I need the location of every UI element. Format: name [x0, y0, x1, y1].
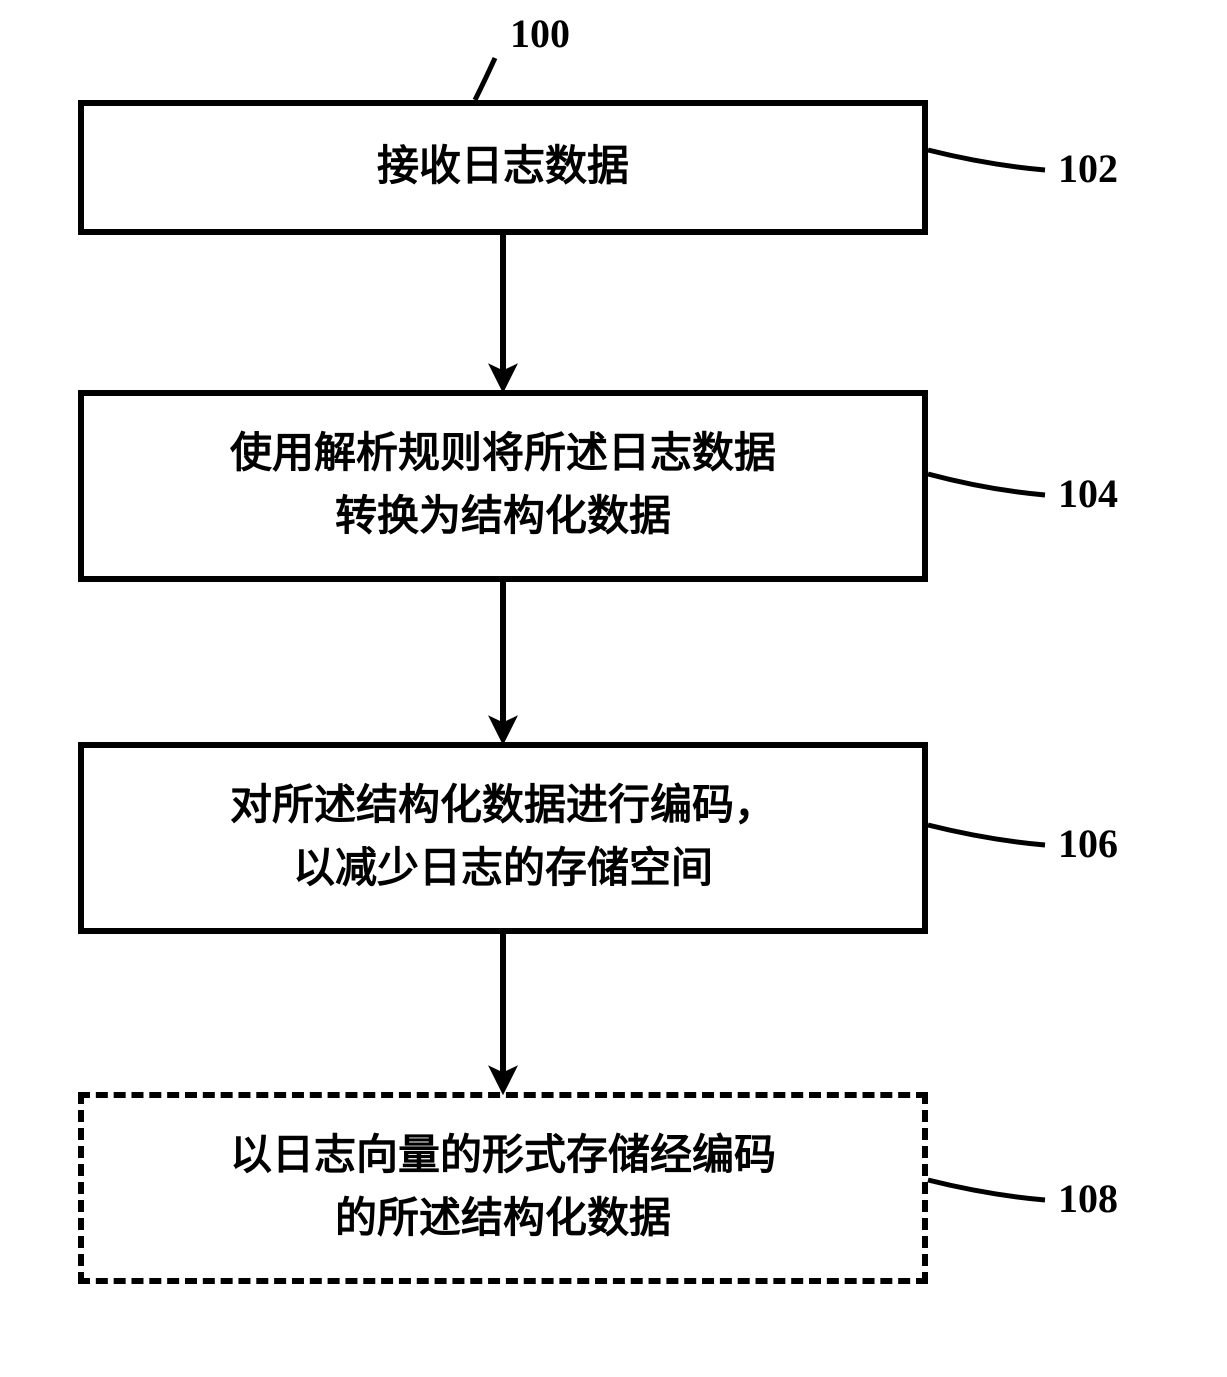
step-text-line2: 的所述结构化数据 [335, 1188, 671, 1251]
ref-label-104: 104 [1058, 470, 1118, 517]
flowchart-container: 100 接收日志数据 使用解析规则将所述日志数据 转换为结构化数据 对所述结构化… [0, 0, 1227, 1377]
title-text: 100 [510, 11, 570, 56]
flow-step-encode: 对所述结构化数据进行编码， 以减少日志的存储空间 [78, 742, 928, 934]
ref-label-106: 106 [1058, 820, 1118, 867]
step-text-line1: 以日志向量的形式存储经编码 [230, 1125, 776, 1188]
ref-text: 102 [1058, 146, 1118, 191]
step-text-line1: 接收日志数据 [377, 136, 629, 199]
step-text-line2: 以减少日志的存储空间 [293, 838, 713, 901]
flow-step-parse-convert: 使用解析规则将所述日志数据 转换为结构化数据 [78, 390, 928, 582]
ref-text: 106 [1058, 821, 1118, 866]
step-text-line1: 对所述结构化数据进行编码， [230, 775, 776, 838]
ref-text: 104 [1058, 471, 1118, 516]
step-text-line2: 转换为结构化数据 [335, 486, 671, 549]
ref-label-102: 102 [1058, 145, 1118, 192]
flow-step-receive-log: 接收日志数据 [78, 100, 928, 235]
step-text-line1: 使用解析规则将所述日志数据 [230, 423, 776, 486]
diagram-title-label: 100 [510, 10, 570, 57]
ref-label-108: 108 [1058, 1175, 1118, 1222]
ref-text: 108 [1058, 1176, 1118, 1221]
flow-step-store-vector: 以日志向量的形式存储经编码 的所述结构化数据 [78, 1092, 928, 1284]
